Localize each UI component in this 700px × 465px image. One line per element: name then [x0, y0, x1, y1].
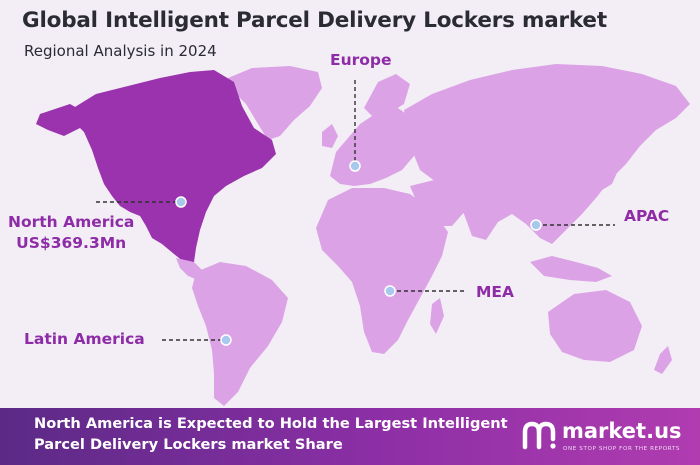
- australia-shape: [548, 290, 642, 362]
- apac-label: APAC: [624, 207, 670, 225]
- latin-america-label: Latin America: [24, 330, 145, 348]
- scandinavia-shape: [364, 74, 410, 116]
- brand-name: market.us: [562, 419, 682, 443]
- indonesia-shape: [530, 256, 612, 282]
- japan-shape: [602, 154, 620, 190]
- north-america-marker[interactable]: [175, 196, 187, 208]
- south-america-shape[interactable]: [192, 262, 288, 406]
- greenland-shape: [228, 66, 322, 140]
- north-america-value: US$369.3Mn: [16, 234, 127, 252]
- asia-shape[interactable]: [404, 64, 690, 244]
- north-america-shape[interactable]: [66, 70, 276, 262]
- madagascar-shape: [430, 298, 444, 334]
- footer-banner: [0, 408, 700, 465]
- europe-marker[interactable]: [349, 160, 361, 172]
- mea-label: MEA: [476, 283, 515, 301]
- market-us-logo-icon: [522, 421, 556, 450]
- page-subtitle: Regional Analysis in 2024: [24, 42, 217, 60]
- north-america-name: North America: [8, 213, 135, 231]
- uk-shape: [322, 124, 338, 148]
- brand-tagline: ONE STOP SHOP FOR THE REPORTS: [563, 446, 680, 452]
- north-america-label: North America US$369.3Mn: [8, 212, 134, 254]
- europe-label: Europe: [330, 51, 392, 69]
- alaska-shape: [36, 104, 84, 136]
- page-title: Global Intelligent Parcel Delivery Locke…: [22, 8, 607, 33]
- apac-marker[interactable]: [530, 219, 542, 231]
- footer-text: North America is Expected to Hold the La…: [34, 415, 508, 453]
- new-zealand-shape: [654, 346, 672, 374]
- latin-america-marker[interactable]: [220, 334, 232, 346]
- mea-marker[interactable]: [384, 285, 396, 297]
- africa-shape[interactable]: [316, 188, 448, 354]
